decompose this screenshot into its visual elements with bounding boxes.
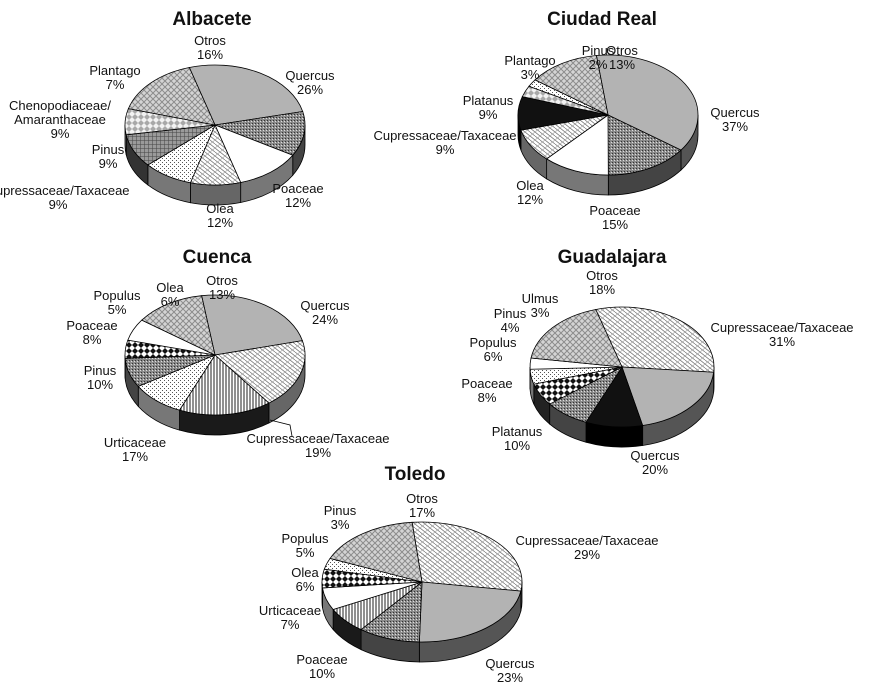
pie-slice-cupressaceae-taxaceae xyxy=(412,522,522,591)
chart-title: Cuenca xyxy=(183,247,252,268)
chart-title: Toledo xyxy=(385,464,446,485)
chart-title: Guadalajara xyxy=(558,247,667,268)
chart-title: Albacete xyxy=(172,9,251,30)
chart-title: Ciudad Real xyxy=(547,9,657,30)
